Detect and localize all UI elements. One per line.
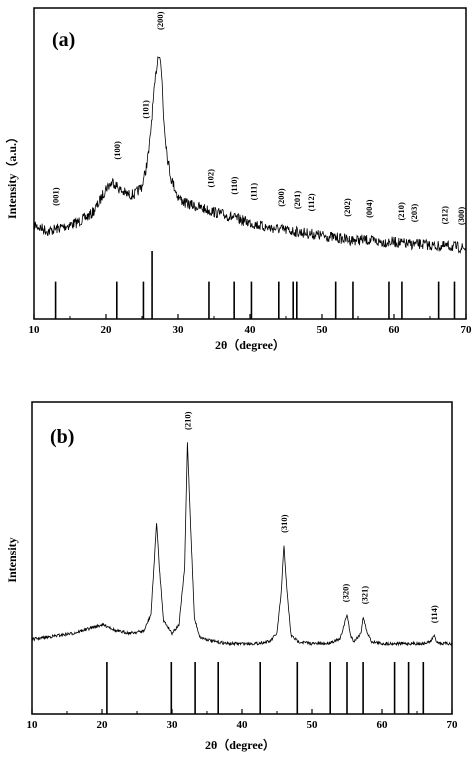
panel-b-label: (b) (50, 426, 74, 448)
panel-a-y-axis-title: Intensity（a.u.） (4, 131, 19, 219)
peak-label: (004) (364, 199, 374, 218)
x-tick-label: 40 (237, 719, 249, 731)
panel-b-x-axis: 10 20 30 40 50 60 70 (27, 709, 459, 731)
peak-label: (111) (249, 183, 259, 201)
panel-b: (b) (210) (310) (320) (321) (114) 10 20 30 40 50… (5, 401, 459, 752)
x-tick-label: 20 (97, 719, 109, 731)
peak-label: (210) (182, 411, 192, 430)
panel-b-peak-labels: (210) (310) (320) (321) (114) (182, 411, 438, 623)
peak-label: (200) (155, 11, 165, 30)
x-tick-label: 60 (377, 719, 389, 731)
peak-label: (100) (112, 141, 122, 160)
peak-label: (200) (276, 188, 286, 207)
x-tick-label: 70 (461, 324, 473, 336)
panel-b-frame (31, 401, 453, 715)
x-tick-label: 10 (29, 324, 41, 336)
panel-b-x-axis-title: 2θ（degree） (205, 737, 275, 752)
peak-label: (310) (279, 514, 289, 533)
panel-b-y-axis-title: Intensity (5, 537, 19, 582)
x-tick-label: 50 (307, 719, 319, 731)
peak-label: (212) (439, 206, 449, 225)
panel-a-peak-labels: (001) (100) (101) (200) (102) (110) (111) (200)… (51, 11, 466, 225)
panel-a: (a) (001)(100)(101)(200)(102) (110) (111)(… (4, 7, 473, 352)
panel-b-reference-lines (106, 662, 425, 714)
x-tick-label: 40 (245, 324, 257, 336)
panel-a-x-axis-title: 2θ（degree） (215, 337, 285, 352)
x-tick-label: 50 (317, 324, 329, 336)
peak-label: (110) (229, 176, 239, 194)
x-tick-label: 60 (389, 324, 401, 336)
peak-label: (320) (341, 584, 351, 603)
x-tick-label: 70 (447, 719, 459, 731)
peak-label: (321) (360, 586, 370, 605)
x-tick-label: 10 (27, 719, 39, 731)
x-tick-label: 30 (167, 719, 179, 731)
peak-label: (114) (429, 605, 439, 623)
x-tick-label: 30 (173, 324, 185, 336)
panel-b-pattern-line (31, 442, 453, 647)
peak-label: (112) (306, 193, 316, 211)
panel-a-pattern-line (33, 55, 467, 254)
peak-label: (201) (292, 191, 302, 210)
x-tick-label: 20 (101, 324, 113, 336)
peak-label: (300) (456, 207, 466, 226)
panel-a-frame (33, 7, 467, 320)
peak-label: (001) (51, 187, 61, 206)
panel-a-x-axis: 10 20 30 40 50 60 70 (29, 314, 473, 336)
panel-a-label: (a) (52, 29, 75, 51)
peak-label: (102) (205, 169, 215, 188)
peak-label: (210) (396, 202, 406, 221)
panel-a-reference-lines (54, 251, 456, 319)
peak-label: (101) (141, 100, 151, 119)
peak-label: (203) (409, 204, 419, 223)
peak-label: (202) (342, 198, 352, 217)
